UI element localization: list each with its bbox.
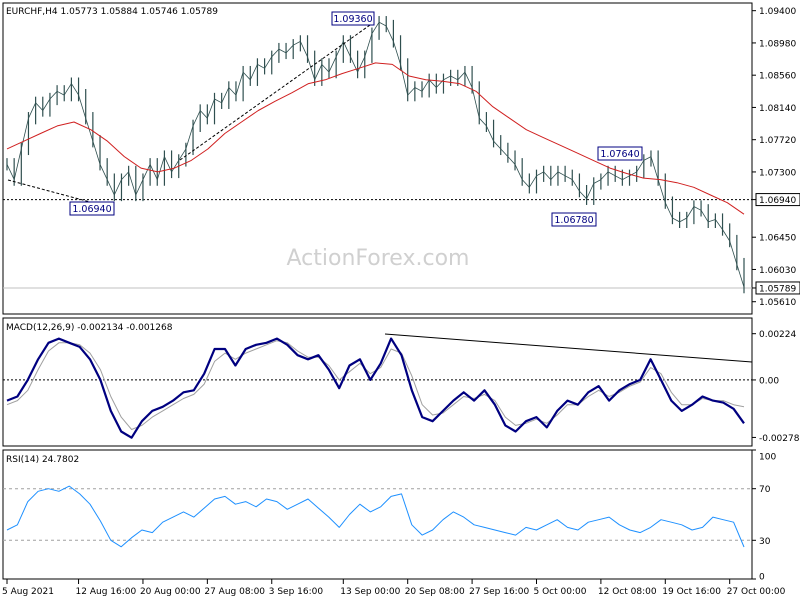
- y-tick-label: 1.05610: [759, 298, 796, 308]
- y-tick-label: 1.05789: [759, 284, 796, 294]
- panel-frame: [2, 317, 753, 447]
- annotation-box: [551, 212, 597, 227]
- y-tick-label: 1.08980: [759, 39, 796, 49]
- y-tick-label: 1.06940: [759, 196, 796, 206]
- x-tick-label: 13 Sep 00:00: [340, 587, 400, 597]
- macd-line: [6, 337, 745, 439]
- rsi-y-tick-label: 0: [759, 573, 765, 583]
- annotation-label: 1.07640: [600, 149, 639, 160]
- trendline-upper: [179, 24, 371, 161]
- annotation-box: [597, 146, 643, 161]
- y-tick-label: 1.08140: [759, 104, 796, 114]
- rsi-y-tick-label: 100: [759, 453, 776, 463]
- annotation-label: 1.06940: [72, 204, 111, 215]
- x-tick-label: 5 Oct 00:00: [533, 587, 586, 597]
- y-tick-label: 1.06450: [759, 234, 796, 244]
- rsi-line: [6, 485, 745, 548]
- x-tick-label: 20 Aug 00:00: [140, 587, 201, 597]
- macd-divergence-line: [384, 333, 753, 363]
- x-tick-label: 27 Oct 00:00: [727, 587, 786, 597]
- panel-frame: [2, 449, 753, 580]
- y-tick-label: 1.06030: [759, 266, 796, 276]
- x-tick-label: 27 Sep 16:00: [469, 587, 529, 597]
- x-tick-label: 12 Aug 16:00: [76, 587, 137, 597]
- macd-y-tick-label: 0.00: [759, 376, 779, 386]
- y-tick-label: 1.07300: [759, 168, 796, 178]
- x-tick-label: 12 Oct 08:00: [598, 587, 657, 597]
- y-tick-label: 1.07720: [759, 136, 796, 146]
- x-tick-label: 5 Aug 2021: [2, 587, 54, 597]
- annotation-box: [331, 11, 375, 26]
- macd-y-tick-label: -0.002785: [759, 434, 800, 444]
- price-tag-box: [755, 193, 800, 207]
- rsi-y-tick-label: 30: [759, 537, 771, 547]
- x-tick-label: 19 Oct 16:00: [662, 587, 721, 597]
- x-tick-label: 27 Aug 08:00: [204, 587, 265, 597]
- price-header: EURCHF,H4 1.05773 1.05884 1.05746 1.0578…: [6, 7, 218, 17]
- x-tick-label: 3 Sep 16:00: [269, 587, 324, 597]
- annotation-box: [69, 201, 115, 216]
- annotation-label: 1.09360: [333, 14, 372, 25]
- macd-label: MACD(12,26,9) -0.002134 -0.001268: [6, 323, 173, 333]
- rsi-label: RSI(14) 24.7802: [6, 455, 79, 465]
- annotation-label: 1.06780: [554, 215, 593, 226]
- rsi-y-tick-label: 70: [759, 485, 771, 495]
- y-tick-label: 1.09400: [759, 7, 796, 17]
- price-tag-box: [755, 281, 800, 295]
- macd-y-tick-label: 0.00224: [759, 330, 796, 340]
- watermark: ActionForex.com: [287, 246, 470, 271]
- moving-average-line: [6, 62, 745, 215]
- trendline-lower: [7, 179, 106, 207]
- y-tick-label: 1.08560: [759, 72, 796, 82]
- x-tick-label: 20 Sep 08:00: [405, 587, 465, 597]
- price-line: [6, 21, 745, 288]
- panel-frame: [2, 2, 753, 315]
